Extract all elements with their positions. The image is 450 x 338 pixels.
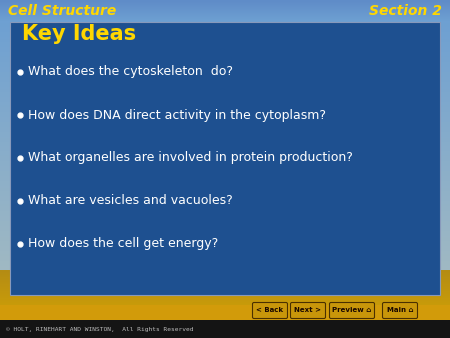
- Text: © HOLT, RINEHART AND WINSTON,  All Rights Reserved: © HOLT, RINEHART AND WINSTON, All Rights…: [6, 327, 194, 332]
- Text: Key Ideas: Key Ideas: [22, 24, 136, 44]
- FancyBboxPatch shape: [329, 303, 374, 318]
- Text: Next >: Next >: [294, 308, 321, 314]
- Text: Main ⌂: Main ⌂: [387, 308, 413, 314]
- Text: What does the cytoskeleton  do?: What does the cytoskeleton do?: [28, 66, 233, 78]
- Text: How does DNA direct activity in the cytoplasm?: How does DNA direct activity in the cyto…: [28, 108, 326, 121]
- Text: What organelles are involved in protein production?: What organelles are involved in protein …: [28, 151, 353, 165]
- Text: How does the cell get energy?: How does the cell get energy?: [28, 238, 218, 250]
- Text: Cell Structure: Cell Structure: [8, 4, 116, 18]
- FancyBboxPatch shape: [252, 303, 288, 318]
- Text: Preview ⌂: Preview ⌂: [333, 308, 372, 314]
- FancyBboxPatch shape: [10, 22, 440, 295]
- Text: Section 2: Section 2: [369, 4, 442, 18]
- FancyBboxPatch shape: [291, 303, 325, 318]
- Text: What are vesicles and vacuoles?: What are vesicles and vacuoles?: [28, 194, 233, 208]
- Text: < Back: < Back: [256, 308, 284, 314]
- FancyBboxPatch shape: [382, 303, 418, 318]
